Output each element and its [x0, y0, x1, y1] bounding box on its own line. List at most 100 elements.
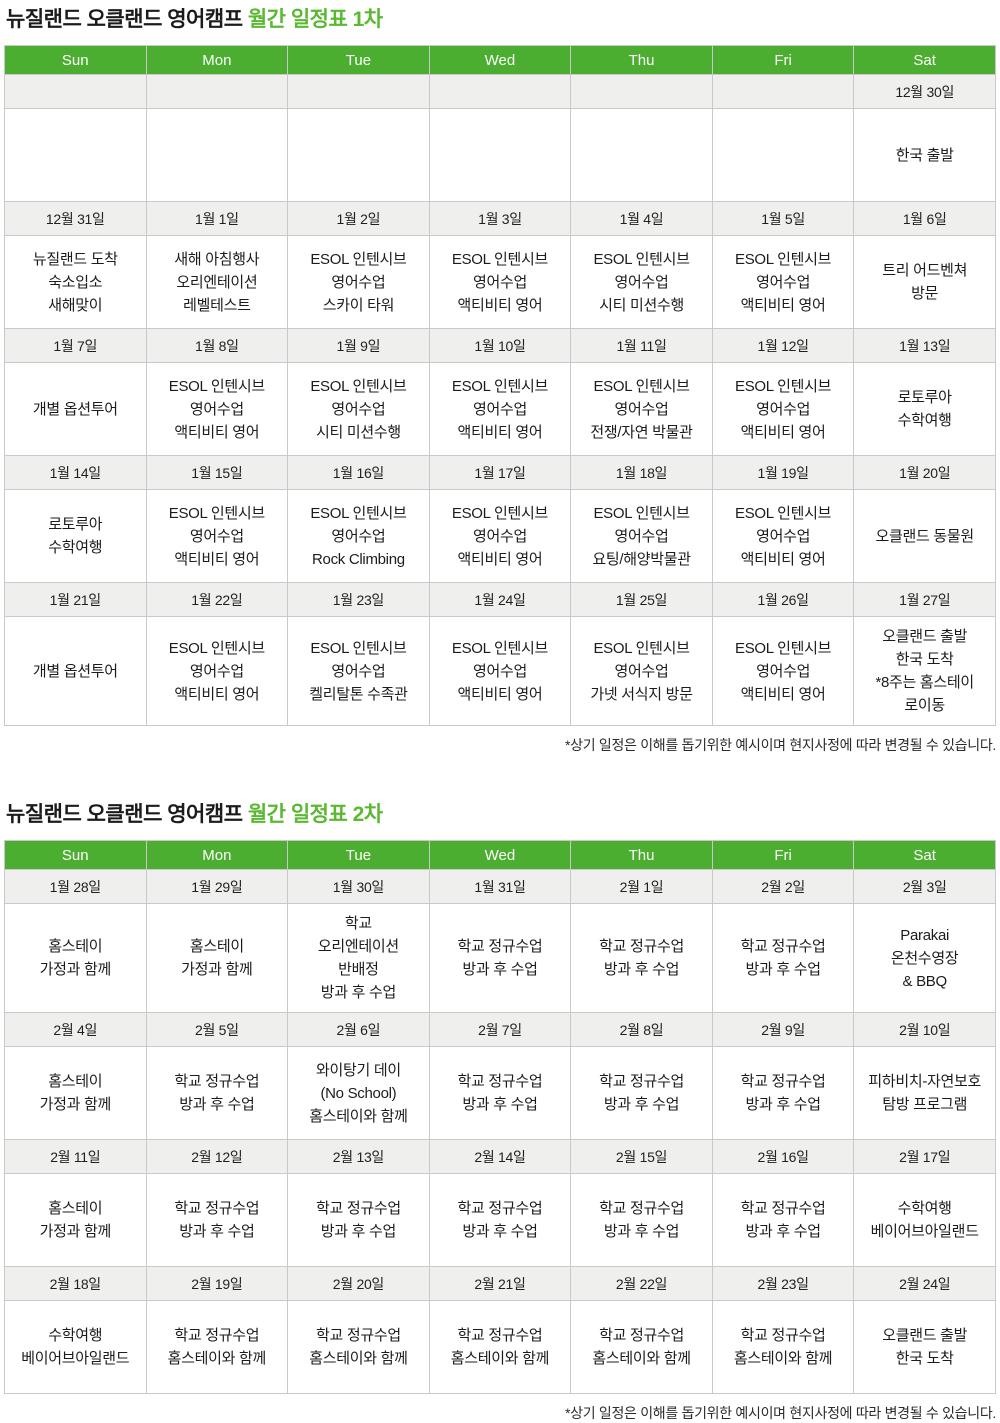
event-cell: ESOL 인텐시브 영어수업 액티비티 영어: [145, 362, 289, 456]
date-row: 1월 7일 1월 8일 1월 9일 1월 10일 1월 11일 1월 12일 1월 13일: [4, 328, 996, 363]
date-row: 2월 4일 2월 5일 2월 6일 2월 7일 2월 8일 2월 9일 2월 10일: [4, 1012, 996, 1047]
event-cell: ESOL 인텐시브 영어수업 스카이 타워: [287, 235, 430, 329]
event-cell: 로토루아 수학여행: [4, 489, 147, 583]
day-header-sun: Sun: [4, 840, 147, 870]
date-cell: 1월 13일: [853, 328, 996, 363]
date-cell: 12월 31일: [4, 201, 147, 236]
event-cell: 홈스테이 가정과 함께: [4, 1173, 147, 1267]
event-row: 수학여행 베이어브아일랜드 학교 정규수업 홈스테이와 함께 학교 정규수업 홈스테…: [4, 1300, 996, 1394]
date-cell: 1월 25일: [570, 582, 713, 617]
date-cell: 2월 16일: [711, 1139, 855, 1174]
event-cell: 학교 정규수업 홈스테이와 함께: [428, 1300, 572, 1394]
day-header-wed: Wed: [428, 45, 572, 75]
event-cell: ESOL 인텐시브 영어수업 액티비티 영어: [145, 489, 289, 583]
event-cell: 학교 정규수업 방과 후 수업: [570, 1173, 713, 1267]
event-cell: 수학여행 베이어브아일랜드: [853, 1173, 996, 1267]
event-cell: 학교 정규수업 방과 후 수업: [711, 1173, 855, 1267]
event-cell: 오클랜드 출발 한국 도착 *8주는 홈스테이 로이동: [853, 616, 996, 726]
date-cell: 1월 5일: [711, 201, 855, 236]
date-cell: [4, 74, 147, 109]
day-header-fri: Fri: [711, 840, 855, 870]
title-highlight-1: 월간 일정표 1차: [247, 8, 383, 31]
date-cell: 2월 21일: [428, 1266, 572, 1301]
event-row: 홈스테이 가정과 함께 학교 정규수업 방과 후 수업 와이탕기 데이 (No Sc…: [4, 1046, 996, 1140]
event-cell: 학교 정규수업 홈스테이와 함께: [287, 1300, 430, 1394]
date-cell: 1월 17일: [428, 455, 572, 490]
date-cell: 1월 10일: [428, 328, 572, 363]
date-cell: 1월 18일: [570, 455, 713, 490]
date-cell: 1월 11일: [570, 328, 713, 363]
date-cell: 2월 2일: [711, 869, 855, 904]
day-header-wed: Wed: [428, 840, 572, 870]
date-cell: 1월 15일: [145, 455, 289, 490]
event-cell: ESOL 인텐시브 영어수업 요팅/해양박물관: [570, 489, 713, 583]
event-cell: 로토루아 수학여행: [853, 362, 996, 456]
date-row: 12월 30일: [4, 74, 996, 109]
date-cell: [145, 74, 289, 109]
day-header-fri: Fri: [711, 45, 855, 75]
event-cell: ESOL 인텐시브 영어수업 액티비티 영어: [711, 489, 855, 583]
event-cell: 학교 정규수업 방과 후 수업: [570, 903, 713, 1013]
date-cell: 1월 20일: [853, 455, 996, 490]
date-cell: [570, 74, 713, 109]
event-cell: 학교 정규수업 방과 후 수업: [145, 1173, 289, 1267]
date-cell: 1월 30일: [287, 869, 430, 904]
event-cell: 학교 오리엔테이션 반배정 방과 후 수업: [287, 903, 430, 1013]
footnote-2: *상기 일정은 이해를 돕기위한 예시이며 현지사정에 따라 변경될 수 있습니…: [564, 1405, 996, 1421]
date-cell: 12월 30일: [853, 74, 996, 109]
event-cell: [4, 108, 147, 202]
date-cell: 1월 27일: [853, 582, 996, 617]
event-row: 홈스테이 가정과 함께 홈스테이 가정과 함께 학교 오리엔테이션 반배정 방과 후…: [4, 903, 996, 1013]
date-cell: 2월 5일: [145, 1012, 289, 1047]
date-cell: 2월 20일: [287, 1266, 430, 1301]
date-row: 12월 31일 1월 1일 1월 2일 1월 3일 1월 4일 1월 5일 1월 6일: [4, 201, 996, 236]
date-cell: 2월 6일: [287, 1012, 430, 1047]
event-cell: [145, 108, 289, 202]
date-row: 1월 28일 1월 29일 1월 30일 1월 31일 2월 1일 2월 2일 2월 3일: [4, 869, 996, 904]
date-cell: 1월 29일: [145, 869, 289, 904]
date-cell: 1월 6일: [853, 201, 996, 236]
event-cell: [428, 108, 572, 202]
date-row: 1월 21일 1월 22일 1월 23일 1월 24일 1월 25일 1월 26일 1월 2…: [4, 582, 996, 617]
day-header-sun: Sun: [4, 45, 147, 75]
date-row: 1월 14일 1월 15일 1월 16일 1월 17일 1월 18일 1월 19일 1월 2…: [4, 455, 996, 490]
day-header-mon: Mon: [145, 45, 289, 75]
day-header-sat: Sat: [853, 45, 996, 75]
date-cell: 2월 12일: [145, 1139, 289, 1174]
date-cell: 1월 12일: [711, 328, 855, 363]
event-cell: ESOL 인텐시브 영어수업 액티비티 영어: [711, 362, 855, 456]
event-cell: 한국 출발: [853, 108, 996, 202]
event-cell: ESOL 인텐시브 영어수업 액티비티 영어: [711, 235, 855, 329]
calendar-table-1: Sun Mon Tue Wed Thu Fri Sat 12월 30일 한국 출발 12월 31일…: [4, 45, 996, 726]
date-cell: 2월 18일: [4, 1266, 147, 1301]
event-cell: 오클랜드 출발 한국 도착: [853, 1300, 996, 1394]
event-cell: 학교 정규수업 방과 후 수업: [711, 903, 855, 1013]
date-cell: 1월 7일: [4, 328, 147, 363]
page-title-1: 뉴질랜드 오클랜드 영어캠프 월간 일정표 1차: [6, 7, 996, 33]
date-cell: [428, 74, 572, 109]
date-cell: 2월 11일: [4, 1139, 147, 1174]
date-cell: [287, 74, 430, 109]
title-highlight-2: 월간 일정표 2차: [247, 803, 383, 826]
date-cell: 2월 8일: [570, 1012, 713, 1047]
date-cell: 1월 31일: [428, 869, 572, 904]
date-cell: [711, 74, 855, 109]
date-cell: 1월 3일: [428, 201, 572, 236]
date-cell: 2월 9일: [711, 1012, 855, 1047]
event-cell: 홈스테이 가정과 함께: [145, 903, 289, 1013]
weekday-header-row: Sun Mon Tue Wed Thu Fri Sat: [4, 45, 996, 75]
schedule-section-1: 뉴질랜드 오클랜드 영어캠프 월간 일정표 1차 Sun Mon Tue Wed Thu…: [4, 7, 996, 755]
day-header-thu: Thu: [570, 840, 713, 870]
day-header-mon: Mon: [145, 840, 289, 870]
event-row: 한국 출발: [4, 108, 996, 202]
event-cell: 학교 정규수업 홈스테이와 함께: [145, 1300, 289, 1394]
event-row: 홈스테이 가정과 함께 학교 정규수업 방과 후 수업 학교 정규수업 방과 후 수…: [4, 1173, 996, 1267]
event-cell: ESOL 인텐시브 영어수업 가넷 서식지 방문: [570, 616, 713, 726]
footnote-1: *상기 일정은 이해를 돕기위한 예시이며 현지사정에 따라 변경될 수 있습니…: [564, 737, 996, 753]
event-cell: ESOL 인텐시브 영어수업 Rock Climbing: [287, 489, 430, 583]
date-cell: 1월 23일: [287, 582, 430, 617]
event-row: 뉴질랜드 도착 숙소입소 새해맞이 새해 아침행사 오리엔테이션 레벨테스트 ESO…: [4, 235, 996, 329]
event-cell: 트리 어드벤쳐 방문: [853, 235, 996, 329]
date-cell: 2월 19일: [145, 1266, 289, 1301]
